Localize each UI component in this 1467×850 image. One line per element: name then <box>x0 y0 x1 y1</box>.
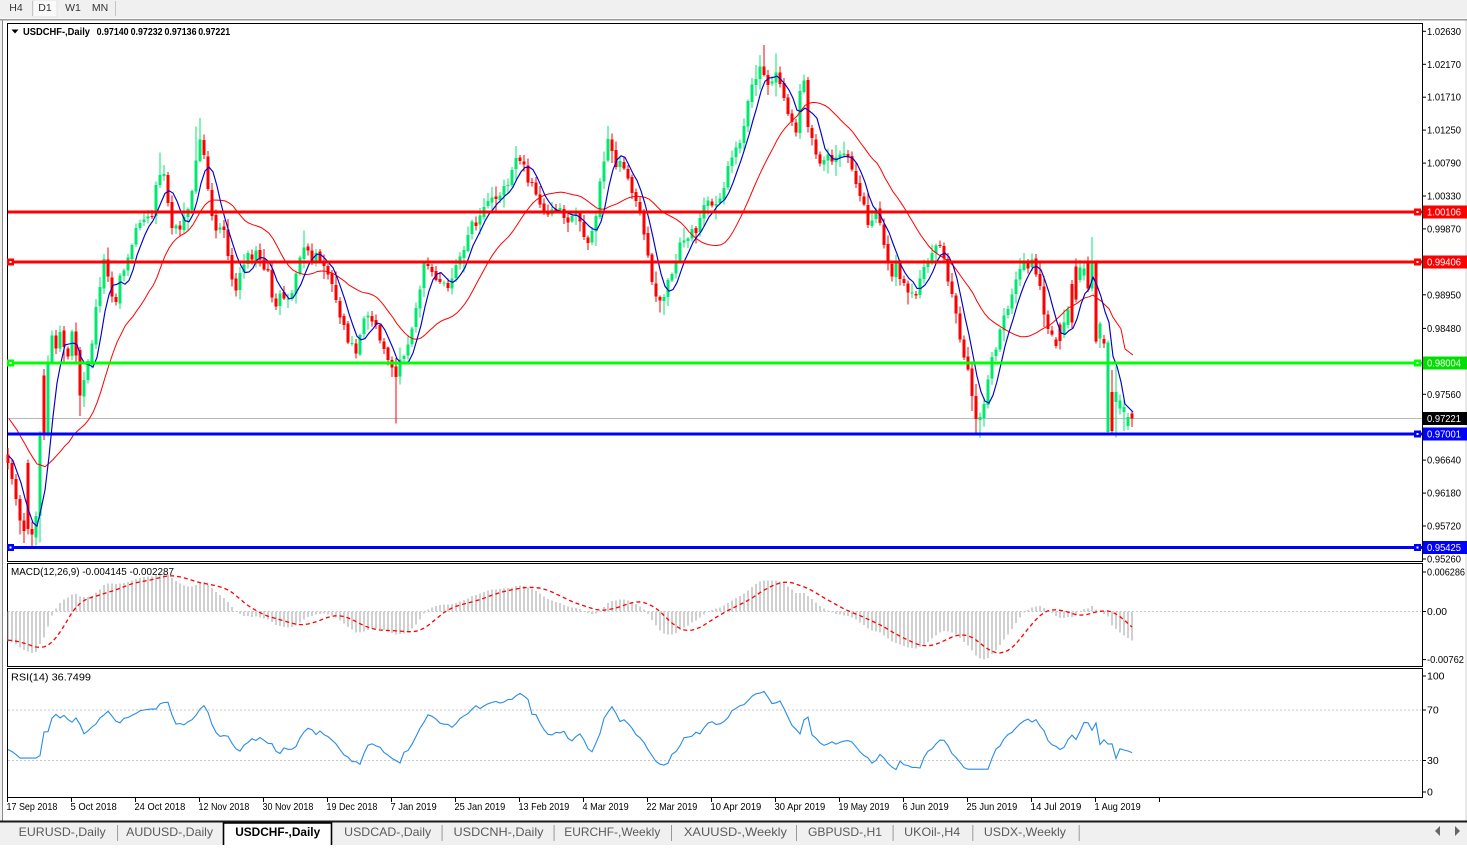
svg-text:1.02170: 1.02170 <box>1427 59 1461 71</box>
svg-text:1.00106: 1.00106 <box>1427 207 1461 219</box>
svg-text:MN: MN <box>92 2 108 14</box>
svg-text:0.98004: 0.98004 <box>1427 358 1461 370</box>
svg-text:1.01710: 1.01710 <box>1427 92 1461 104</box>
svg-text:0.96640: 0.96640 <box>1427 455 1461 467</box>
svg-text:0.96180: 0.96180 <box>1427 488 1461 500</box>
svg-text:EURCHF-,Weekly: EURCHF-,Weekly <box>564 825 660 839</box>
svg-text:1.02630: 1.02630 <box>1427 26 1461 38</box>
svg-text:0.00: 0.00 <box>1427 606 1447 618</box>
svg-text:XAUUSD-,Weekly: XAUUSD-,Weekly <box>684 825 787 839</box>
svg-text:0.99870: 0.99870 <box>1427 223 1461 235</box>
svg-text:1.01250: 1.01250 <box>1427 125 1461 137</box>
svg-text:30 Nov 2018: 30 Nov 2018 <box>263 801 314 813</box>
svg-text:22 Mar 2019: 22 Mar 2019 <box>647 801 698 813</box>
svg-text:W1: W1 <box>65 2 81 14</box>
svg-text:0.95260: 0.95260 <box>1427 554 1461 566</box>
svg-text:H4: H4 <box>9 2 23 14</box>
svg-text:30: 30 <box>1427 755 1439 767</box>
svg-text:USDCHF-,Daily: USDCHF-,Daily <box>235 825 320 839</box>
svg-text:12 Nov 2018: 12 Nov 2018 <box>199 801 250 813</box>
svg-text:MACD(12,26,9) -0.004145 -0.002: MACD(12,26,9) -0.004145 -0.002287 <box>11 566 174 578</box>
svg-text:4 Mar 2019: 4 Mar 2019 <box>583 801 629 813</box>
svg-text:7 Jan 2019: 7 Jan 2019 <box>391 801 437 813</box>
svg-text:19 May 2019: 19 May 2019 <box>839 801 890 813</box>
svg-text:USDX-,Weekly: USDX-,Weekly <box>984 825 1066 839</box>
svg-text:0.97140: 0.97140 <box>97 26 129 38</box>
svg-text:USDCAD-,Daily: USDCAD-,Daily <box>344 825 431 839</box>
svg-text:0.97221: 0.97221 <box>198 26 230 38</box>
svg-text:AUDUSD-,Daily: AUDUSD-,Daily <box>126 825 213 839</box>
svg-text:1 Aug 2019: 1 Aug 2019 <box>1095 801 1141 813</box>
svg-text:1.00790: 1.00790 <box>1427 158 1461 170</box>
svg-text:USDCHF-,Daily: USDCHF-,Daily <box>23 26 90 38</box>
svg-text:13 Feb 2019: 13 Feb 2019 <box>519 801 570 813</box>
svg-text:0: 0 <box>1427 787 1433 799</box>
svg-text:0.99406: 0.99406 <box>1427 257 1461 269</box>
svg-text:0.97560: 0.97560 <box>1427 389 1461 401</box>
svg-text:100: 100 <box>1427 671 1445 683</box>
svg-text:70: 70 <box>1427 705 1439 717</box>
svg-text:25 Jun 2019: 25 Jun 2019 <box>967 801 1018 813</box>
svg-text:GBPUSD-,H1: GBPUSD-,H1 <box>808 825 882 839</box>
svg-text:RSI(14) 36.7499: RSI(14) 36.7499 <box>11 672 91 684</box>
svg-text:19 Dec 2018: 19 Dec 2018 <box>327 801 378 813</box>
svg-text:1.00330: 1.00330 <box>1427 191 1461 203</box>
svg-text:0.98950: 0.98950 <box>1427 289 1461 301</box>
svg-text:-0.00762: -0.00762 <box>1427 654 1464 666</box>
svg-text:D1: D1 <box>38 2 52 14</box>
svg-text:5 Oct 2018: 5 Oct 2018 <box>71 801 117 813</box>
svg-text:USDCNH-,Daily: USDCNH-,Daily <box>454 825 544 839</box>
svg-text:0.95720: 0.95720 <box>1427 521 1461 533</box>
svg-text:0.97221: 0.97221 <box>1427 413 1461 425</box>
svg-text:UKOil-,H4: UKOil-,H4 <box>904 825 960 839</box>
svg-text:14 Jul 2019: 14 Jul 2019 <box>1031 801 1082 813</box>
svg-text:6 Jun 2019: 6 Jun 2019 <box>903 801 949 813</box>
svg-text:EURUSD-,Daily: EURUSD-,Daily <box>19 825 106 839</box>
svg-text:25 Jan 2019: 25 Jan 2019 <box>455 801 506 813</box>
svg-text:30 Apr 2019: 30 Apr 2019 <box>775 801 826 813</box>
svg-text:0.98480: 0.98480 <box>1427 323 1461 335</box>
svg-text:17 Sep 2018: 17 Sep 2018 <box>7 801 58 813</box>
svg-text:0.95425: 0.95425 <box>1427 542 1461 554</box>
svg-text:0.97232: 0.97232 <box>131 26 163 38</box>
svg-text:0.97136: 0.97136 <box>165 26 197 38</box>
svg-text:24 Oct 2018: 24 Oct 2018 <box>135 801 186 813</box>
svg-text:0.97001: 0.97001 <box>1427 429 1461 441</box>
svg-text:10 Apr 2019: 10 Apr 2019 <box>711 801 762 813</box>
svg-text:0.006286: 0.006286 <box>1427 567 1465 579</box>
